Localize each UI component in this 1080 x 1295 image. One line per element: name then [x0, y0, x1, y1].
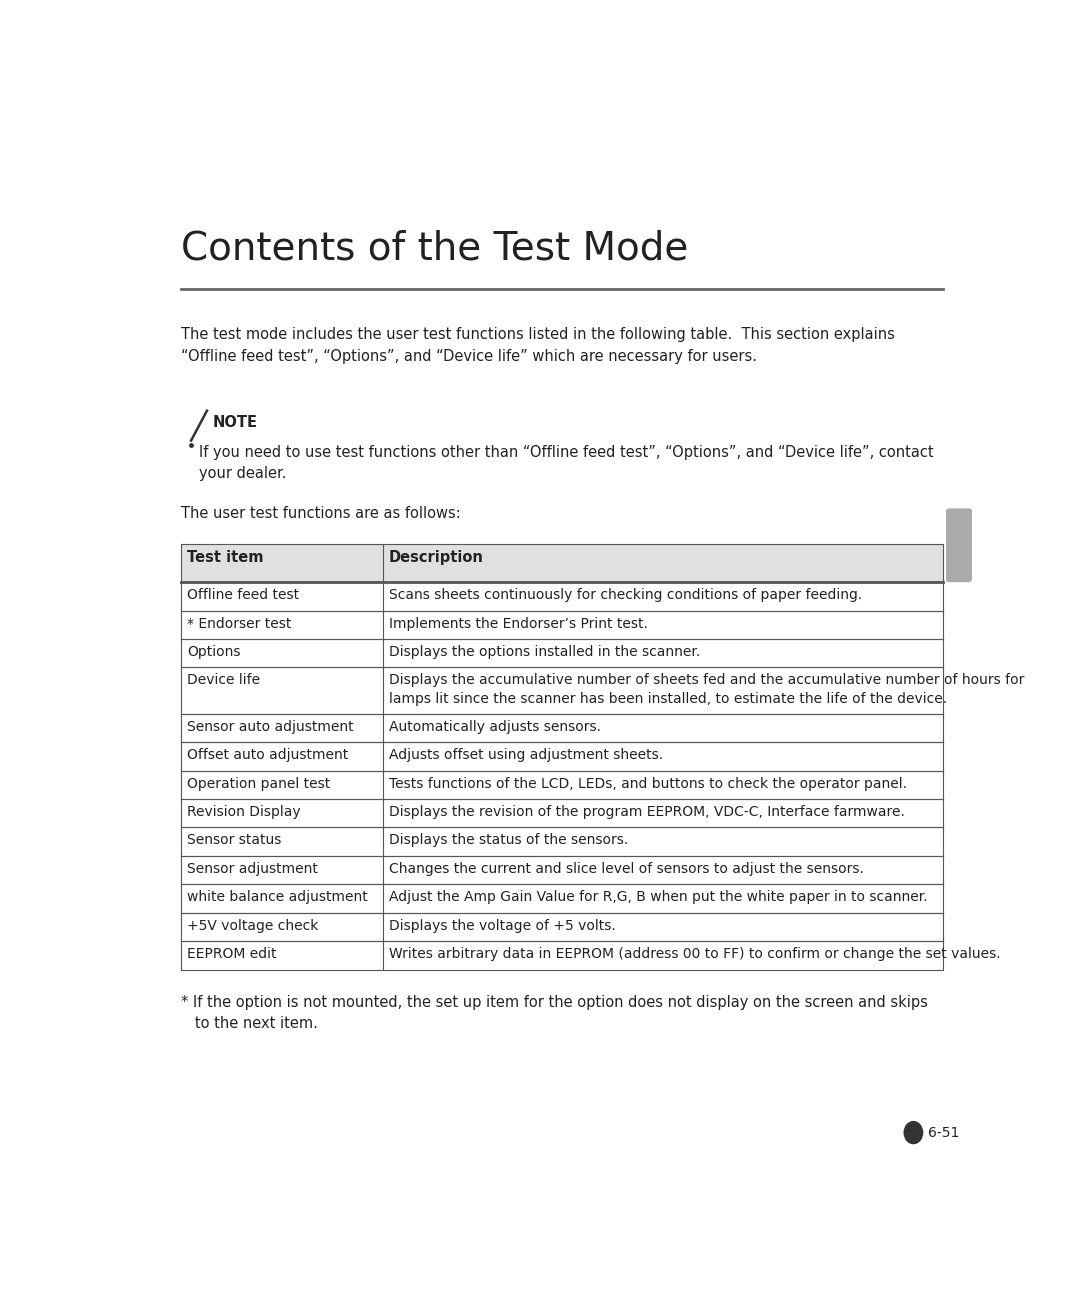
Text: Writes arbitrary data in EEPROM (address 00 to FF) to confirm or change the set : Writes arbitrary data in EEPROM (address…	[389, 947, 1000, 961]
Text: Displays the voltage of +5 volts.: Displays the voltage of +5 volts.	[389, 918, 616, 932]
Text: Device life: Device life	[187, 673, 260, 688]
Text: Contents of the Test Mode: Contents of the Test Mode	[181, 229, 688, 267]
Text: Changes the current and slice level of sensors to adjust the sensors.: Changes the current and slice level of s…	[389, 862, 864, 875]
Text: Revision Display: Revision Display	[187, 805, 300, 818]
Circle shape	[904, 1121, 922, 1143]
Text: Displays the accumulative number of sheets fed and the accumulative number of ho: Displays the accumulative number of shee…	[389, 673, 1024, 706]
Text: Implements the Endorser’s Print test.: Implements the Endorser’s Print test.	[389, 616, 648, 631]
Text: * If the option is not mounted, the set up item for the option does not display : * If the option is not mounted, the set …	[181, 995, 928, 1031]
Text: If you need to use test functions other than “Offline feed test”, “Options”, and: If you need to use test functions other …	[200, 444, 934, 482]
Text: NOTE: NOTE	[213, 414, 258, 430]
Text: * Endorser test: * Endorser test	[187, 616, 292, 631]
FancyBboxPatch shape	[946, 509, 972, 583]
Text: Displays the options installed in the scanner.: Displays the options installed in the sc…	[389, 645, 700, 659]
Text: Operation panel test: Operation panel test	[187, 777, 330, 791]
Text: Adjust the Amp Gain Value for R,G, B when put the white paper in to scanner.: Adjust the Amp Gain Value for R,G, B whe…	[389, 890, 928, 904]
Text: Sensor auto adjustment: Sensor auto adjustment	[187, 720, 353, 734]
Text: 6-51: 6-51	[929, 1125, 960, 1140]
Text: Automatically adjusts sensors.: Automatically adjusts sensors.	[389, 720, 600, 734]
Text: EEPROM edit: EEPROM edit	[187, 947, 276, 961]
Bar	[181, 544, 943, 583]
Text: Test item: Test item	[187, 550, 264, 566]
Text: Tests functions of the LCD, LEDs, and buttons to check the operator panel.: Tests functions of the LCD, LEDs, and bu…	[389, 777, 907, 791]
Text: Displays the status of the sensors.: Displays the status of the sensors.	[389, 834, 627, 847]
Text: Sensor adjustment: Sensor adjustment	[187, 862, 318, 875]
Text: Scans sheets continuously for checking conditions of paper feeding.: Scans sheets continuously for checking c…	[389, 588, 862, 602]
Text: white balance adjustment: white balance adjustment	[187, 890, 367, 904]
Text: Adjusts offset using adjustment sheets.: Adjusts offset using adjustment sheets.	[389, 749, 663, 763]
Text: +5V voltage check: +5V voltage check	[187, 918, 319, 932]
Text: Description: Description	[389, 550, 484, 566]
Text: Offset auto adjustment: Offset auto adjustment	[187, 749, 348, 763]
Text: Displays the revision of the program EEPROM, VDC-C, Interface farmware.: Displays the revision of the program EEP…	[389, 805, 905, 818]
Text: The user test functions are as follows:: The user test functions are as follows:	[181, 506, 461, 522]
Text: The test mode includes the user test functions listed in the following table.  T: The test mode includes the user test fun…	[181, 326, 895, 364]
Text: Options: Options	[187, 645, 241, 659]
Text: Offline feed test: Offline feed test	[187, 588, 299, 602]
Text: Sensor status: Sensor status	[187, 834, 281, 847]
